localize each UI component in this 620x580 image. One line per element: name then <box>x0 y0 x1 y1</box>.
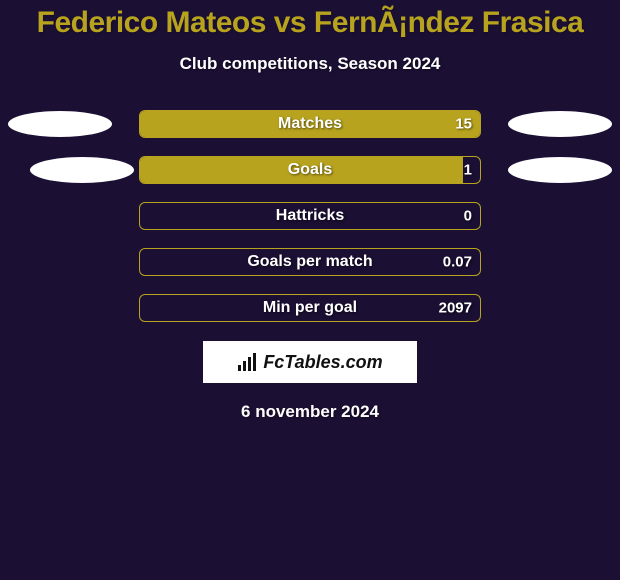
stat-bar: Min per goal 2097 <box>139 294 481 322</box>
stat-bar: Hattricks 0 <box>139 202 481 230</box>
player-left-marker <box>30 157 134 183</box>
stat-label: Goals per match <box>247 253 372 271</box>
logo-box: FcTables.com <box>202 340 418 384</box>
subtitle: Club competitions, Season 2024 <box>0 54 620 74</box>
stat-row: Goals per match 0.07 <box>0 248 620 276</box>
bars-icon <box>237 353 259 371</box>
logo-text: FcTables.com <box>263 352 382 373</box>
stat-value: 0.07 <box>443 254 472 271</box>
logo: FcTables.com <box>237 352 382 373</box>
stat-row: Matches 15 <box>0 110 620 138</box>
player-left-marker <box>8 111 112 137</box>
stat-label: Goals <box>288 161 332 179</box>
stat-row-inner: Matches 15 <box>0 110 620 138</box>
stat-value: 2097 <box>439 300 472 317</box>
stat-row: Min per goal 2097 <box>0 294 620 322</box>
stat-bar: Goals per match 0.07 <box>139 248 481 276</box>
stat-value: 15 <box>455 116 472 133</box>
stat-label: Min per goal <box>263 299 357 317</box>
stat-row-inner: Hattricks 0 <box>0 202 620 230</box>
stat-row: Goals 1 <box>0 156 620 184</box>
stat-row-inner: Goals per match 0.07 <box>0 248 620 276</box>
stat-row-inner: Min per goal 2097 <box>0 294 620 322</box>
player-right-marker <box>508 111 612 137</box>
stat-value: 1 <box>464 162 472 179</box>
stat-row: Hattricks 0 <box>0 202 620 230</box>
comparison-chart: Matches 15 Goals 1 Hattricks 0 Goals per match… <box>0 110 620 322</box>
stat-value: 0 <box>464 208 472 225</box>
page-title: Federico Mateos vs FernÃ¡ndez Frasica <box>0 0 620 40</box>
stat-bar: Matches 15 <box>139 110 481 138</box>
stat-row-inner: Goals 1 <box>0 156 620 184</box>
stat-label: Hattricks <box>276 207 344 225</box>
stat-bar: Goals 1 <box>139 156 481 184</box>
stat-label: Matches <box>278 115 342 133</box>
player-right-marker <box>508 157 612 183</box>
date-line: 6 november 2024 <box>0 402 620 422</box>
